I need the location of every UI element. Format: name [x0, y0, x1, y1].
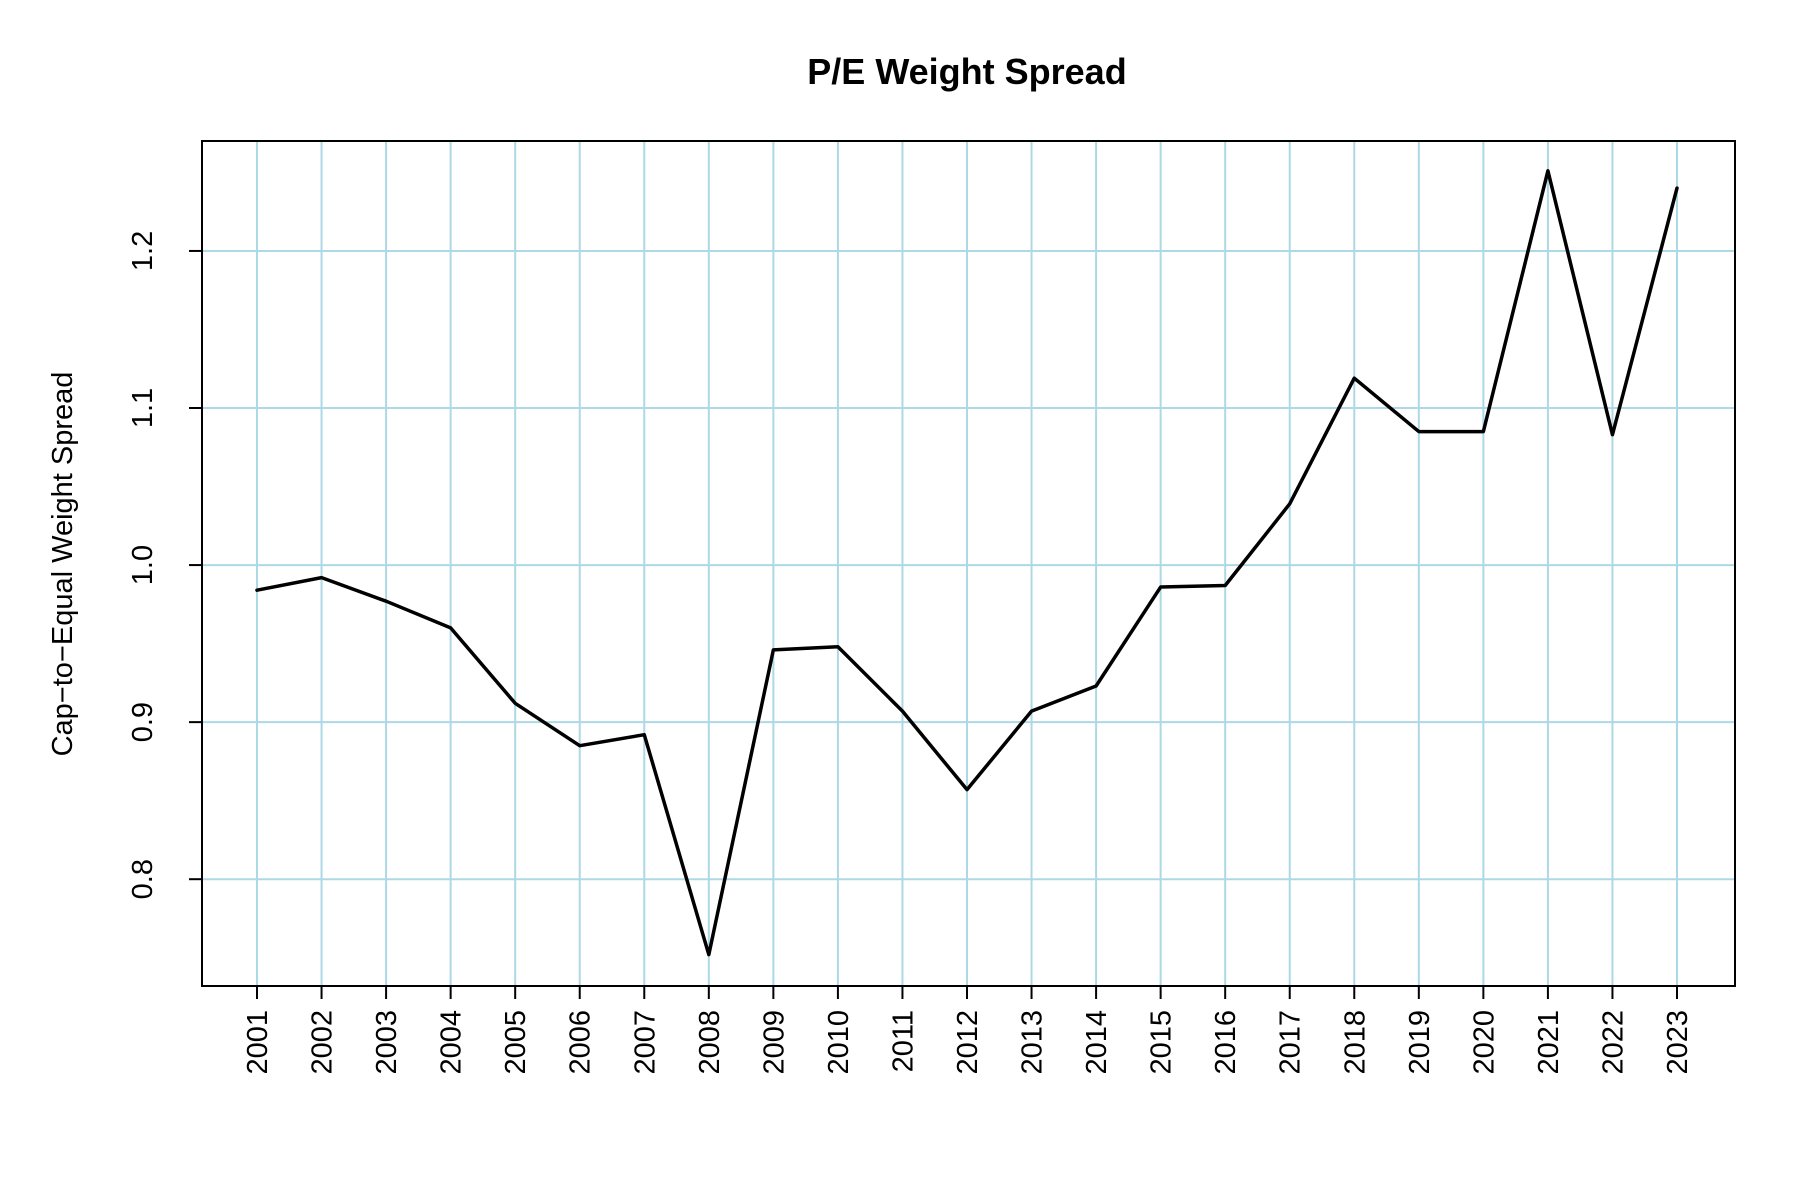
x-tick-label: 2002: [307, 1010, 339, 1075]
y-tick-label: 1.0: [127, 545, 159, 585]
x-tick-label: 2021: [1533, 1010, 1565, 1075]
x-tick-label: 2008: [694, 1010, 726, 1075]
x-tick-label: 2016: [1210, 1010, 1242, 1075]
x-tick-label: 2006: [565, 1010, 597, 1075]
x-axis: 2001 2002 2003 2004 2005 2006 2007 2008 2009 2010…: [242, 986, 1694, 1075]
x-tick-label: 2001: [242, 1010, 274, 1075]
y-axis-label: Cap−to−Equal Weight Spread: [47, 372, 79, 757]
grid: [202, 141, 1735, 986]
x-tick-label: 2005: [500, 1010, 532, 1075]
x-tick-label: 2018: [1339, 1010, 1371, 1075]
x-tick-label: 2010: [823, 1010, 855, 1075]
x-tick-label: 2012: [952, 1010, 984, 1075]
x-tick-label: 2020: [1468, 1010, 1500, 1075]
plot-frame: [201, 140, 1736, 987]
series-line: [255, 169, 1679, 957]
y-tick-label: 1.1: [127, 388, 159, 428]
x-tick-label: 2003: [371, 1010, 403, 1075]
x-tick-label: 2009: [758, 1010, 790, 1075]
x-tick-label: 2013: [1017, 1010, 1049, 1075]
x-tick-label: 2014: [1081, 1010, 1113, 1075]
x-tick-label: 2007: [629, 1010, 661, 1075]
x-tick-label: 2011: [887, 1010, 919, 1072]
x-tick-label: 2017: [1275, 1010, 1307, 1075]
y-tick-label: 1.2: [127, 231, 159, 271]
x-tick-label: 2023: [1662, 1010, 1694, 1075]
chart-title: P/E Weight Spread: [807, 51, 1126, 92]
y-tick-label: 0.8: [127, 859, 159, 899]
y-axis: 0.8 0.9 1.0 1.1 1.2: [127, 231, 202, 899]
x-tick-label: 2022: [1597, 1010, 1629, 1075]
x-tick-label: 2015: [1146, 1010, 1178, 1075]
y-tick-label: 0.9: [127, 702, 159, 742]
x-tick-label: 2004: [436, 1010, 468, 1075]
x-tick-label: 2019: [1404, 1010, 1436, 1075]
series-layer: [255, 169, 1679, 957]
